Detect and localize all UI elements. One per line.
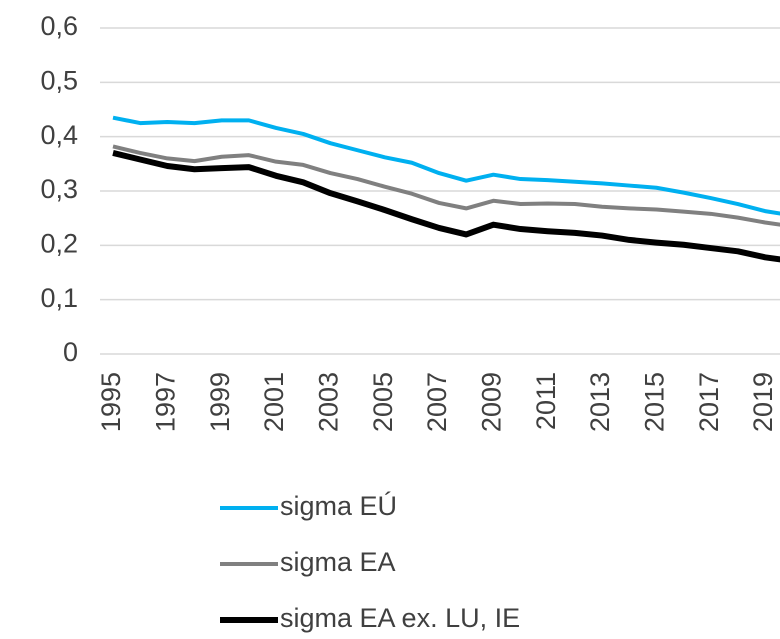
y-tick-label: 0,4 — [40, 120, 78, 150]
x-tick-label: 2001 — [259, 372, 289, 432]
series-line — [112, 144, 780, 227]
x-tick-label: 2011 — [531, 372, 561, 430]
x-tick-label: 1999 — [205, 372, 235, 432]
legend-label: sigma EA — [280, 547, 396, 577]
x-tick-label: 2009 — [477, 372, 507, 432]
x-tick-label: 1997 — [150, 372, 180, 432]
x-tick-label: 2019 — [748, 372, 778, 432]
series-line — [112, 150, 780, 263]
y-tick-label: 0,5 — [40, 65, 78, 95]
x-tick-label: 2013 — [585, 372, 615, 432]
legend-label: sigma EA ex. LU, IE — [280, 603, 520, 633]
x-tick-label: 1995 — [96, 372, 126, 432]
legend-label: sigma EÚ — [280, 490, 397, 521]
y-tick-label: 0 — [63, 337, 78, 367]
series-line — [112, 115, 780, 216]
x-tick-label: 2007 — [422, 372, 452, 432]
y-tick-label: 0,2 — [40, 228, 78, 258]
y-tick-label: 0,1 — [40, 283, 78, 313]
x-tick-label: 2017 — [694, 372, 724, 432]
x-tick-label: 2003 — [313, 372, 343, 432]
x-tick-label: 2015 — [640, 372, 670, 432]
y-tick-label: 0,6 — [40, 11, 78, 41]
x-tick-label: 2005 — [368, 372, 398, 432]
y-tick-label: 0,3 — [40, 174, 78, 204]
